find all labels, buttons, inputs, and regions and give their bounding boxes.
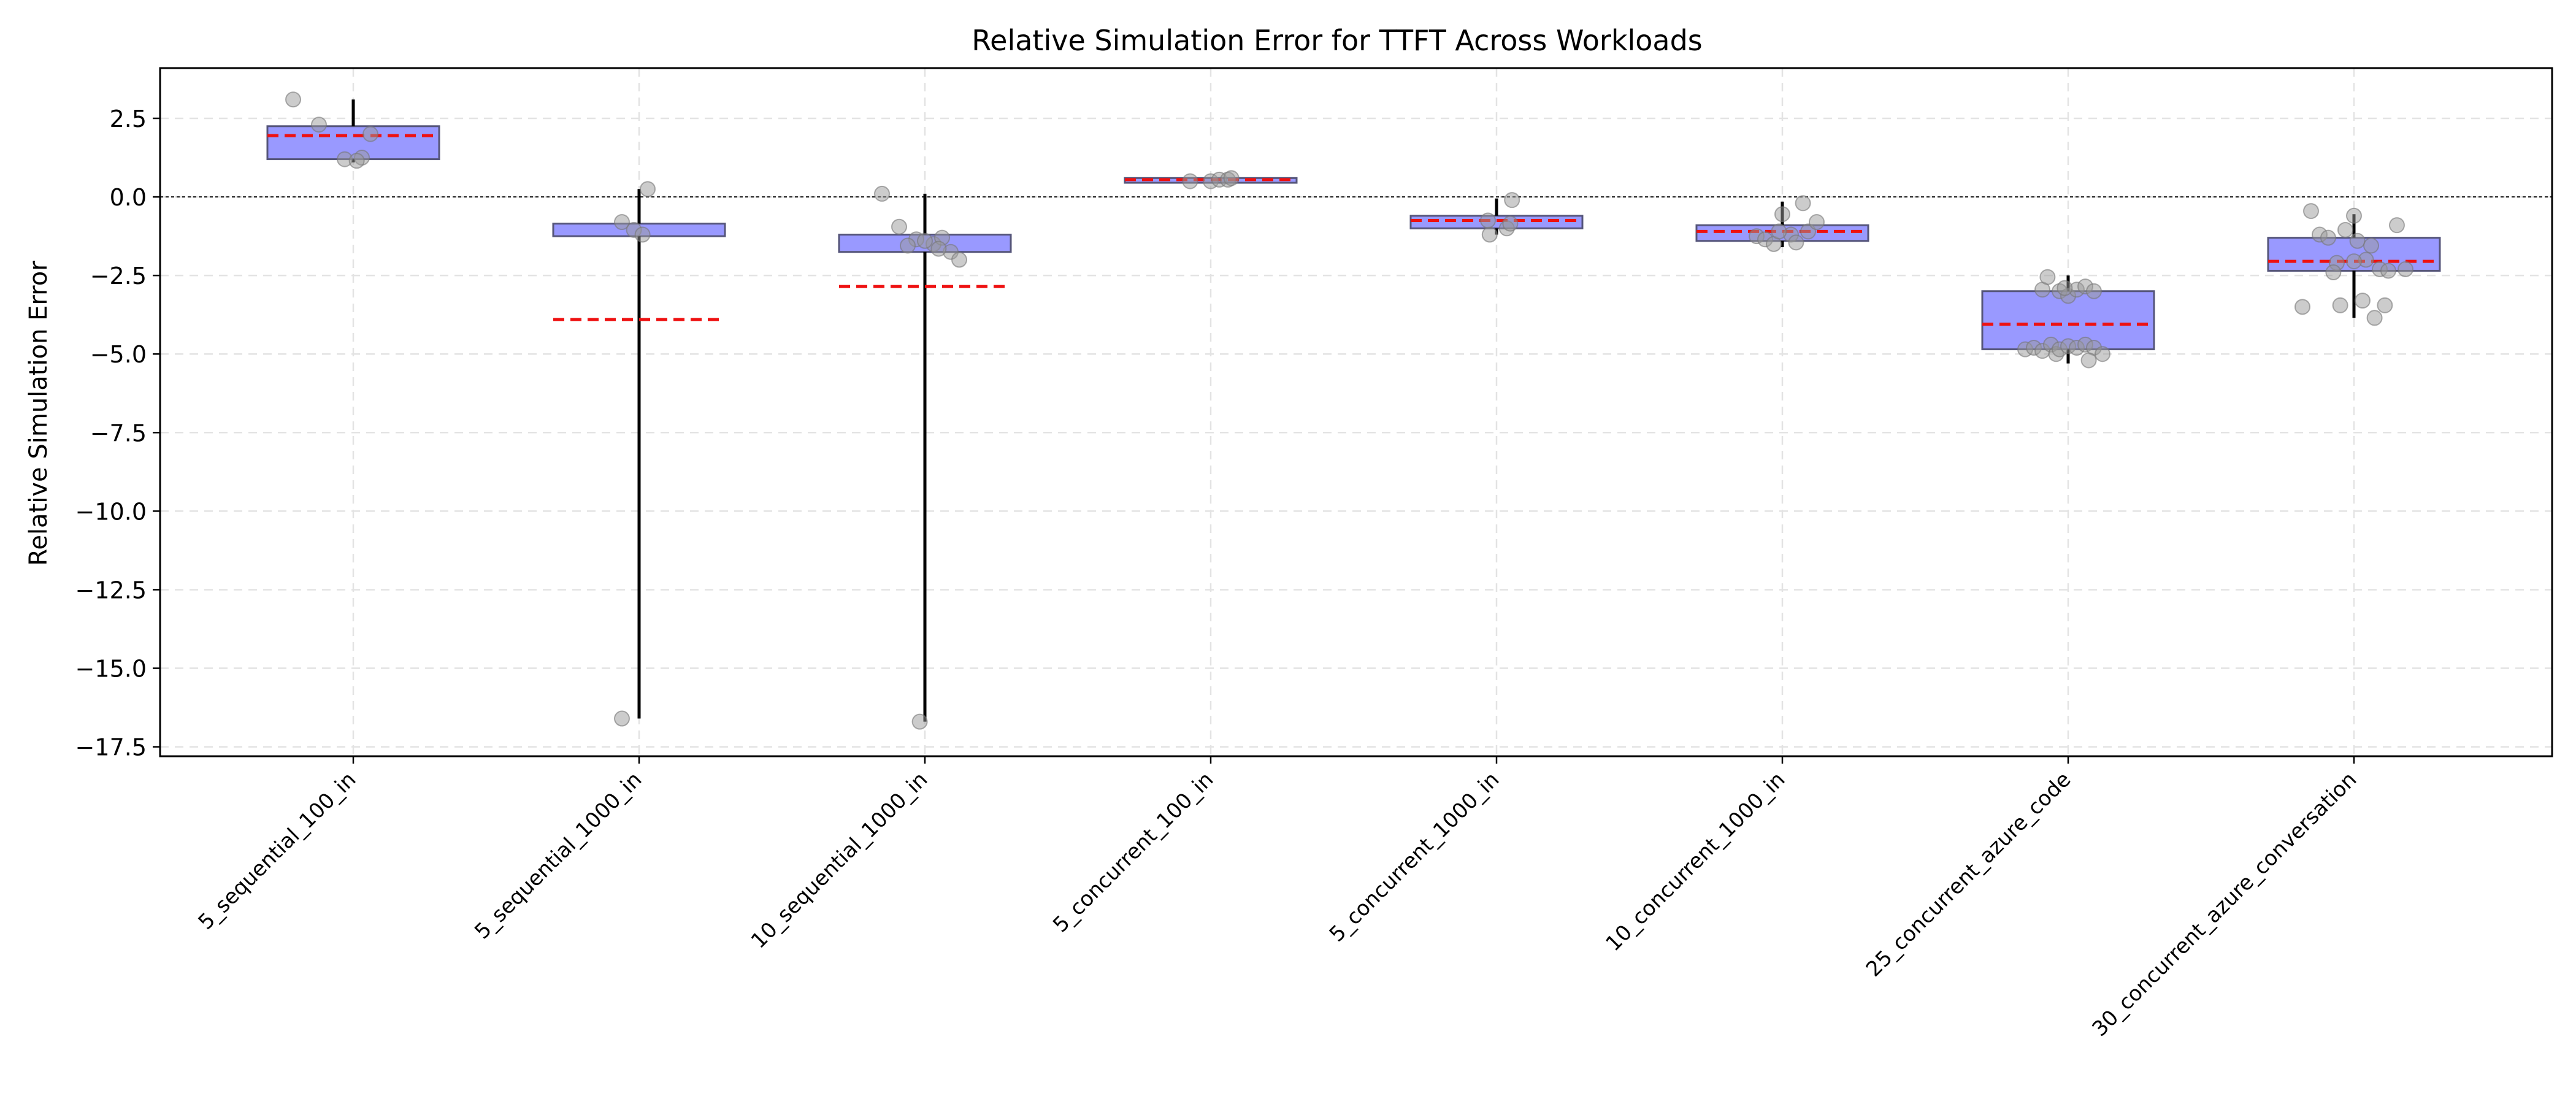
data-point [2294,299,2310,315]
data-point [930,240,947,257]
data-point [2389,217,2405,234]
y-tick-label: −5.0 [90,341,147,368]
box-group [552,189,726,719]
data-point [1480,212,1496,229]
data-point [614,710,630,727]
box [1409,215,1584,229]
data-point [348,153,365,169]
data-point [874,185,890,202]
data-point [2080,352,2097,369]
data-point [2355,293,2371,309]
data-point [2320,229,2336,246]
data-point [951,251,967,268]
data-point [2346,207,2362,224]
y-tick-label: 0.0 [110,184,147,211]
y-tick-label: 2.5 [110,105,147,132]
chart-title: Relative Simulation Error for TTFT Acros… [972,24,1702,57]
y-tick-label: −10.0 [75,498,147,525]
y-tick-label: −15.0 [75,656,147,683]
data-point [2366,310,2383,326]
data-point [2039,269,2056,285]
data-point [634,226,651,243]
y-tick-label: −17.5 [75,734,147,761]
data-point [2086,283,2102,299]
data-point [2057,280,2073,296]
data-point [2380,263,2396,279]
data-point [917,232,933,249]
data-point [2332,297,2348,313]
y-tick-label: −7.5 [90,420,147,447]
y-axis-label: Relative Simulation Error [25,261,53,566]
data-point [1223,170,1240,186]
data-point [285,91,301,108]
data-point [362,126,378,142]
data-point [900,237,916,254]
box-group [266,99,440,163]
axes-frame [159,67,2553,757]
point-layer [285,91,2413,730]
data-point [1504,192,1520,209]
data-point [2337,221,2353,238]
data-point [1788,234,1804,251]
data-point [1774,206,1790,223]
data-point [2377,297,2393,313]
data-point [1481,226,1498,243]
data-point [1771,223,1787,240]
data-point [640,181,656,197]
data-point [2325,264,2342,281]
data-point [614,214,630,231]
data-point [1795,195,1811,212]
data-point [1809,214,1825,231]
data-point [2095,346,2110,362]
data-point [2398,261,2413,277]
data-point [911,713,928,730]
y-tick-label: −2.5 [90,263,147,289]
data-point [311,117,327,133]
data-point [891,218,907,235]
data-point [2349,232,2366,249]
box-group [1409,198,1584,235]
data-point [2303,203,2319,220]
data-point [2363,237,2379,254]
data-point [1502,215,1519,232]
data-point [1182,173,1198,190]
y-tick-label: −12.5 [75,577,147,604]
data-point [2346,253,2362,270]
